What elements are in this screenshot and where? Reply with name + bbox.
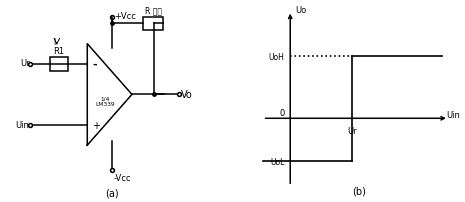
Text: 0: 0 [279,109,285,118]
Text: Uo: Uo [296,6,307,15]
Text: UoL: UoL [270,157,285,166]
Text: 1/4
LM339: 1/4 LM339 [96,96,115,106]
Text: -: - [93,60,97,70]
Text: Ur: Ur [20,59,29,68]
Text: I: I [53,38,56,46]
Text: +Vcc: +Vcc [113,12,135,21]
Text: (a): (a) [105,188,119,198]
Text: UoH: UoH [269,52,285,61]
Bar [50,58,68,72]
Bar [143,18,163,31]
Text: R1: R1 [53,47,65,56]
Text: Vo: Vo [181,90,193,100]
Text: Uin: Uin [446,111,460,120]
Text: +: + [93,120,100,130]
Text: -Vcc: -Vcc [113,173,131,182]
Text: Ur: Ur [347,127,357,136]
Text: (b): (b) [352,185,366,195]
Text: R 上拉: R 上拉 [145,7,162,16]
Text: Uin: Uin [15,121,29,130]
